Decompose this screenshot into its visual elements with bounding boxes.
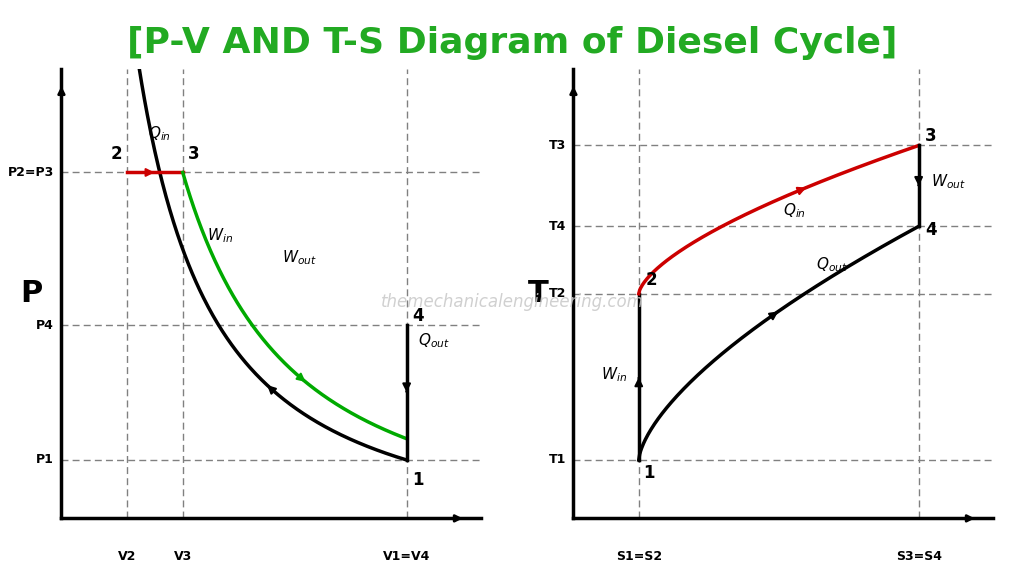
Text: $Q_{out}$: $Q_{out}$	[418, 331, 450, 350]
Text: 1: 1	[413, 471, 424, 488]
Text: $Q_{in}$: $Q_{in}$	[783, 201, 806, 220]
Text: themechanicalengineering.com: themechanicalengineering.com	[381, 293, 643, 312]
Text: $Q_{in}$: $Q_{in}$	[147, 125, 171, 143]
Text: P: P	[20, 279, 43, 308]
Text: V2: V2	[118, 550, 136, 563]
Text: [P-V AND T-S Diagram of Diesel Cycle]: [P-V AND T-S Diagram of Diesel Cycle]	[127, 26, 897, 60]
Text: T4: T4	[549, 220, 566, 233]
Text: P1: P1	[36, 453, 54, 467]
Text: 2: 2	[645, 271, 657, 289]
Text: P4: P4	[36, 319, 54, 332]
Text: V3: V3	[174, 550, 191, 563]
Text: T1: T1	[549, 453, 566, 467]
Text: $W_{in}$: $W_{in}$	[207, 226, 233, 245]
Text: $Q_{out}$: $Q_{out}$	[816, 255, 848, 274]
Text: S3=S4: S3=S4	[896, 550, 942, 563]
Text: P2=P3: P2=P3	[8, 166, 54, 179]
Text: 4: 4	[925, 221, 937, 240]
Text: $W_{out}$: $W_{out}$	[931, 172, 966, 191]
Text: 3: 3	[925, 127, 937, 145]
Text: T3: T3	[549, 139, 566, 152]
Text: 2: 2	[111, 145, 123, 163]
Text: 4: 4	[413, 306, 424, 325]
Text: T2: T2	[549, 287, 566, 300]
Text: $W_{in}$: $W_{in}$	[601, 365, 628, 384]
Text: V1=V4: V1=V4	[383, 550, 430, 563]
Text: 1: 1	[643, 464, 655, 482]
Text: S1=S2: S1=S2	[615, 550, 662, 563]
Text: T: T	[527, 279, 549, 308]
Text: 3: 3	[188, 145, 200, 163]
Text: $W_{out}$: $W_{out}$	[282, 248, 316, 267]
